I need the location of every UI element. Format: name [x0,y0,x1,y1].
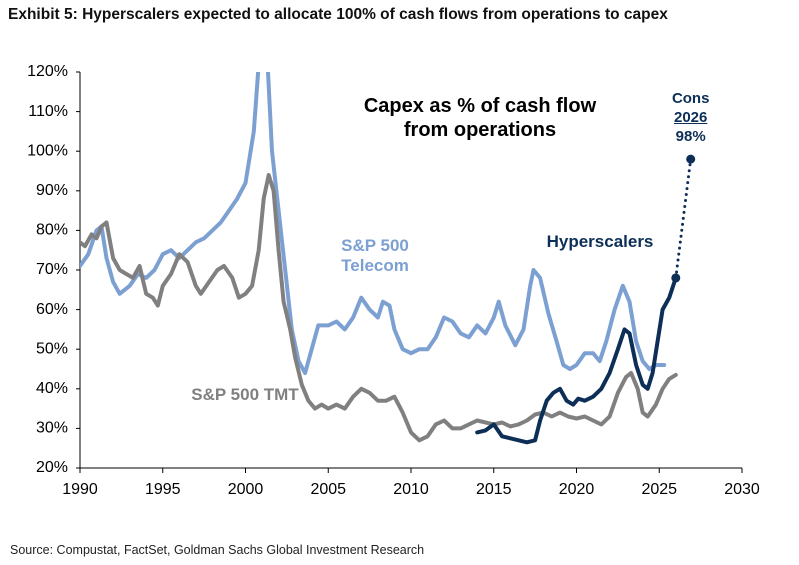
y-tick-label: 60% [36,301,68,318]
y-tick-label: 110% [28,103,68,120]
x-tick-label: 2025 [641,481,677,498]
chart-subtitle: Capex as % of cash flow from operations [363,95,597,141]
y-tick-label: 120% [27,63,68,80]
y-tick-label: 30% [36,420,68,437]
series-line [80,173,678,443]
x-tick-label: 1990 [62,481,98,498]
x-tick-label: 1995 [145,481,181,498]
series-label: S&P 500 TMT [191,385,299,404]
source-note: Source: Compustat, FactSet, Goldman Sach… [10,543,425,557]
forecast-point [686,154,696,164]
forecast-value-label: 98% [675,128,706,145]
series-label: S&P 500 Telecom [341,236,409,276]
series-label: Hyperscalers [546,232,654,251]
forecast-year: 2026 [674,109,708,126]
y-tick-label: 40% [36,380,68,397]
y-tick-label: 20% [36,459,68,476]
chart-title: Exhibit 5: Hyperscalers expected to allo… [8,6,668,23]
y-tick-label: 70% [36,261,68,278]
x-tick-label: 2010 [393,481,429,498]
y-tick-label: 90% [36,182,68,199]
y-tick-label: 100% [27,142,68,159]
x-tick-label: 2000 [228,481,264,498]
x-tick-label: 2030 [724,481,760,498]
forecast-label: Cons [671,90,710,107]
plot-area [80,72,678,445]
series-line [475,275,678,445]
x-tick-label: 2005 [310,481,346,498]
y-tick-label: 50% [36,340,68,357]
forecast-point [671,273,681,283]
x-tick-label: 2020 [559,481,595,498]
x-tick-label: 2015 [476,481,512,498]
y-tick-label: 80% [36,222,68,239]
forecast-line [674,157,693,280]
